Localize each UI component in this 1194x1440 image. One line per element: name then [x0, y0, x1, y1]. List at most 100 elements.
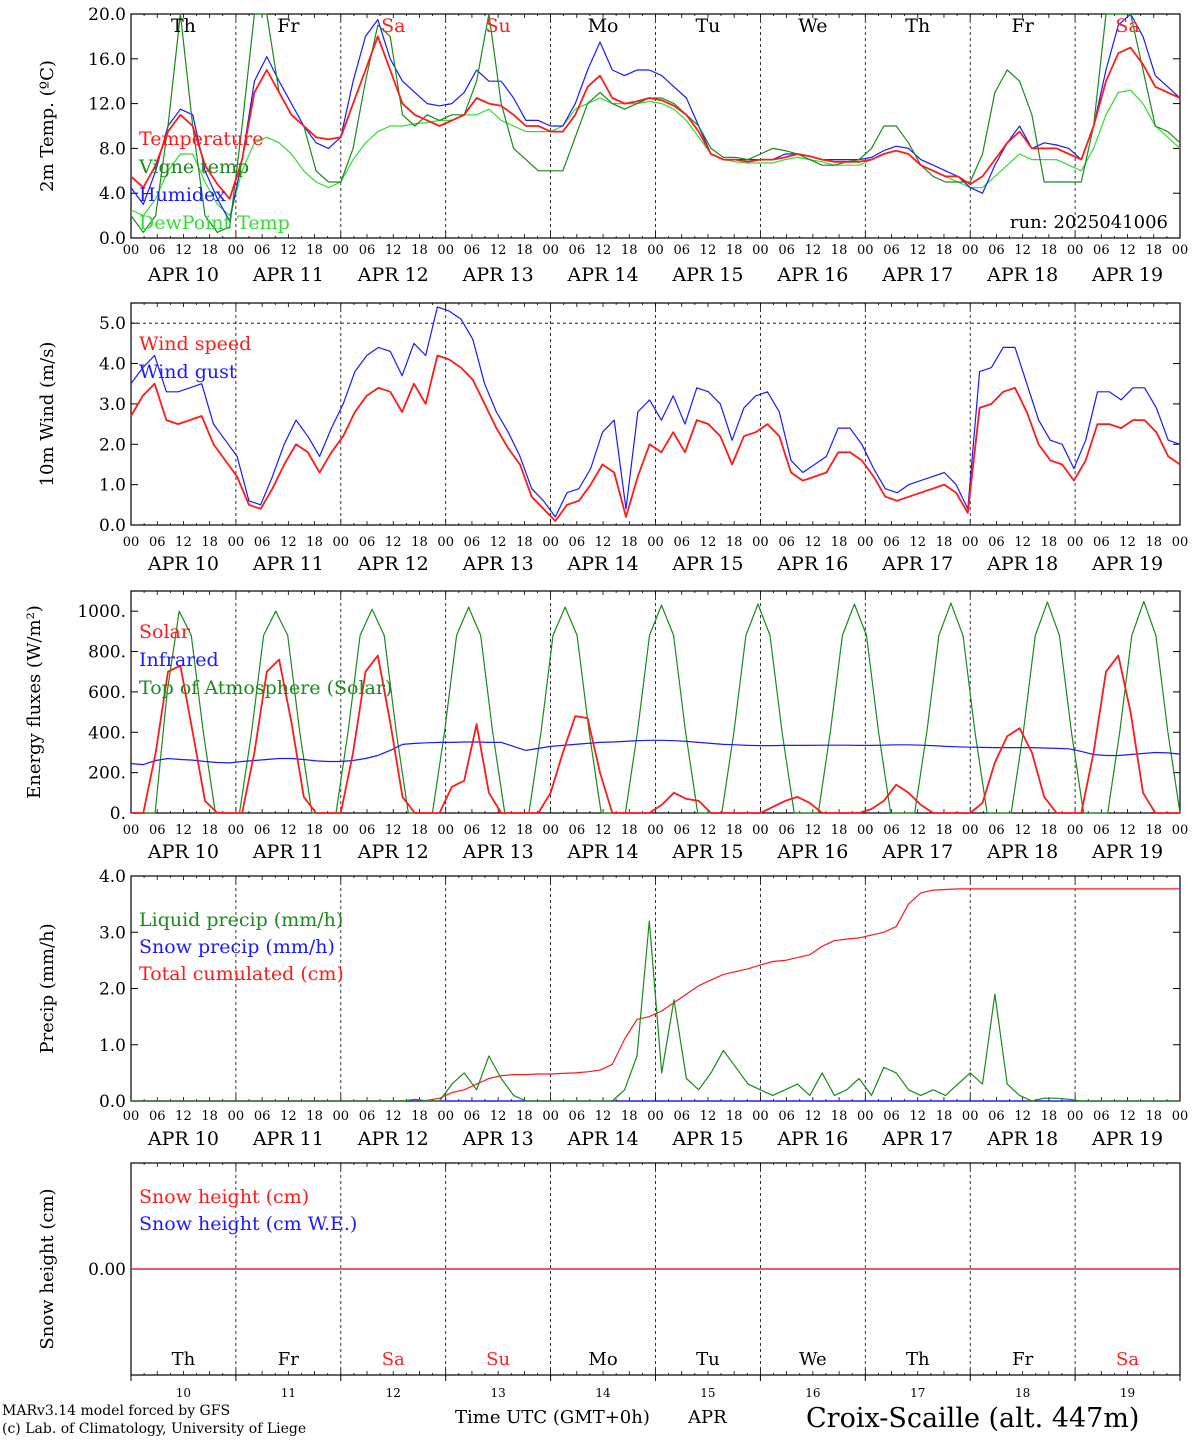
x-date-label: APR 10 — [147, 1128, 219, 1150]
y-tick-label: 0.0 — [99, 229, 126, 249]
x-hour-label: 18 — [516, 243, 533, 258]
day-name-top: Th — [171, 15, 196, 37]
x-hour-label: 12 — [490, 823, 507, 838]
x-date-label: APR 19 — [1091, 841, 1163, 863]
x-hour-label: 12 — [805, 823, 822, 838]
series-line-dewpoint-temp — [130, 89, 1181, 217]
x-hour-label: 00 — [752, 1109, 769, 1124]
day-name-top: Fr — [1012, 15, 1035, 37]
x-hour-label: 06 — [778, 243, 795, 258]
x-hour-label: 00 — [123, 823, 140, 838]
x-hour-label: 06 — [778, 535, 795, 550]
x-date-label: APR 11 — [252, 264, 324, 286]
x-date-label: APR 11 — [252, 841, 324, 863]
x-hour-label: 06 — [569, 1109, 586, 1124]
day-name-bottom: Mo — [588, 1349, 617, 1370]
model-credit-line2: (c) Lab. of Climatology, University of L… — [2, 1421, 307, 1437]
x-hour-label: 00 — [647, 243, 664, 258]
x-hour-label: 06 — [673, 823, 690, 838]
y-axis-label: 10m Wind (m/s) — [37, 342, 58, 487]
y-tick-label: 4.0 — [99, 867, 126, 887]
x-date-label: APR 10 — [147, 841, 219, 863]
x-hour-label: 12 — [1014, 1109, 1031, 1124]
day-number-label: 15 — [700, 1386, 715, 1400]
x-date-label: APR 15 — [671, 1128, 743, 1150]
x-date-label: APR 12 — [357, 841, 429, 863]
x-hour-label: 00 — [228, 823, 245, 838]
x-hour-label: 12 — [700, 535, 717, 550]
series-line-wind-gust — [130, 306, 1181, 518]
x-hour-label: 06 — [778, 1109, 795, 1124]
x-hour-label: 06 — [359, 1109, 376, 1124]
x-hour-label: 06 — [149, 1109, 166, 1124]
x-axis-title: Time UTC (GMT+0h) — [455, 1407, 650, 1428]
x-hour-label: 12 — [909, 1109, 926, 1124]
day-number-label: 18 — [1015, 1386, 1030, 1400]
x-hour-label: 00 — [437, 823, 454, 838]
x-hour-label: 00 — [857, 1109, 874, 1124]
day-number-label: 11 — [281, 1386, 296, 1400]
x-hour-label: 00 — [228, 243, 245, 258]
legend-entry: Wind speed — [139, 333, 251, 355]
x-hour-label: 00 — [437, 535, 454, 550]
x-date-label: APR 18 — [986, 841, 1058, 863]
legend-entry: Snow precip (mm/h) — [139, 936, 335, 958]
x-hour-label: 18 — [1041, 243, 1058, 258]
x-date-label: APR 16 — [776, 264, 848, 286]
x-hour-label: 00 — [647, 535, 664, 550]
x-hour-label: 12 — [1119, 243, 1136, 258]
y-tick-label: 400. — [88, 723, 126, 743]
x-hour-label: 12 — [1119, 535, 1136, 550]
x-hour-label: 18 — [831, 1109, 848, 1124]
x-hour-label: 18 — [726, 823, 743, 838]
x-date-label: APR 14 — [567, 264, 639, 286]
x-hour-label: 06 — [254, 1109, 271, 1124]
x-hour-label: 06 — [464, 535, 481, 550]
x-hour-label: 12 — [280, 535, 297, 550]
x-axis-month: APR — [688, 1407, 727, 1428]
x-hour-label: 00 — [333, 823, 350, 838]
x-hour-label: 18 — [516, 1109, 533, 1124]
x-date-label: APR 19 — [1091, 264, 1163, 286]
day-name-top: Mo — [588, 15, 619, 37]
series-line-solar — [131, 654, 1180, 814]
legend-entry: Snow height (cm) — [139, 1186, 309, 1208]
x-date-label: APR 19 — [1091, 1128, 1163, 1150]
legend-entry: Snow height (cm W.E.) — [139, 1213, 357, 1235]
x-hour-label: 18 — [936, 243, 953, 258]
x-hour-label: 18 — [201, 1109, 218, 1124]
x-hour-label: 18 — [726, 1109, 743, 1124]
legend-entry: Infrared — [139, 649, 219, 671]
y-axis-label: Precip (mm/h) — [37, 923, 58, 1053]
x-date-label: APR 15 — [671, 553, 743, 575]
series-line-vigne-temp — [130, 13, 1181, 233]
day-name-top: Th — [905, 15, 930, 37]
x-date-label: APR 18 — [986, 1128, 1058, 1150]
day-number-label: 12 — [386, 1386, 401, 1400]
x-hour-label: 18 — [516, 535, 533, 550]
x-hour-label: 18 — [1041, 1109, 1058, 1124]
x-date-label: APR 15 — [671, 264, 743, 286]
day-name-top: We — [798, 15, 827, 37]
x-hour-label: 06 — [254, 243, 271, 258]
x-hour-label: 18 — [306, 1109, 323, 1124]
x-hour-label: 18 — [621, 1109, 638, 1124]
x-hour-label: 00 — [1067, 823, 1084, 838]
x-hour-label: 12 — [175, 243, 192, 258]
x-date-label: APR 12 — [357, 264, 429, 286]
day-name-top: Sa — [381, 15, 405, 37]
x-date-label: APR 17 — [881, 553, 953, 575]
x-date-label: APR 12 — [357, 1128, 429, 1150]
station-name: Croix-Scaille (alt. 447m) — [806, 1403, 1140, 1434]
x-hour-label: 06 — [254, 823, 271, 838]
x-hour-label: 00 — [962, 535, 979, 550]
legend-entry: Wind gust — [139, 361, 237, 383]
x-date-label: APR 14 — [567, 841, 639, 863]
x-hour-label: 18 — [411, 823, 428, 838]
y-axis-label: Energy fluxes (W/m²) — [24, 605, 45, 799]
legend-entry: Humidex — [139, 184, 226, 206]
legend-entry: DewPoint Temp — [139, 212, 290, 234]
y-axis-label: Snow height (cm) — [37, 1188, 58, 1349]
x-hour-label: 06 — [359, 243, 376, 258]
x-hour-label: 12 — [805, 535, 822, 550]
